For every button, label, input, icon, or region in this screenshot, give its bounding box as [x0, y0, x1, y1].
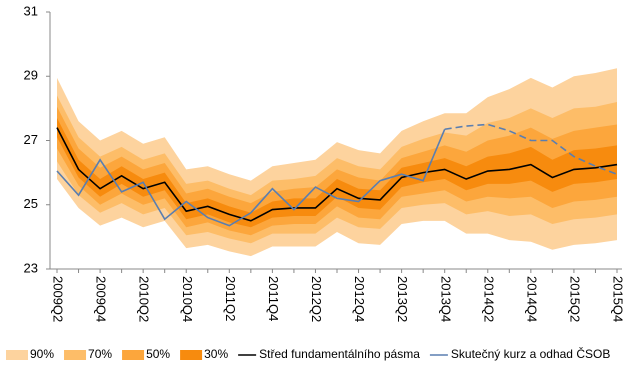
- legend-label: 50%: [146, 347, 170, 361]
- line: [56, 128, 446, 227]
- x-tick-label: 2009Q2: [51, 276, 66, 322]
- x-tick-label: 2012Q2: [309, 276, 324, 322]
- legend-swatch: [180, 350, 203, 360]
- x-tick-label: 2014Q4: [524, 276, 539, 322]
- y-tick-label: 29: [24, 68, 38, 83]
- x-tick-label: 2011Q2: [223, 276, 238, 321]
- x-tick-label: 2014Q2: [481, 276, 496, 322]
- y-tick-label: 27: [24, 132, 38, 147]
- lines: [56, 123, 618, 227]
- x-tick-label: 2010Q4: [180, 276, 195, 322]
- x-tick-label: 2013Q2: [395, 276, 410, 322]
- line: [56, 127, 618, 222]
- legend-label: Skutečný kurz a odhad ČSOB: [451, 346, 610, 361]
- fan-band: [57, 118, 617, 228]
- fan: [57, 68, 617, 257]
- x-tick-label: 2013Q4: [438, 276, 453, 322]
- axes: 23 25 27 29 31 2009Q2 2009Q4 2010Q2 2010Q4 2011Q2…: [24, 3, 626, 322]
- x-tick-label: 2015Q4: [611, 276, 626, 322]
- legend: 90% 70% 50% 30% Střed fundamentálního pásma S…: [6, 346, 610, 361]
- y-tick-label: 31: [24, 3, 38, 18]
- x-tick-label: 2011Q4: [266, 276, 281, 321]
- x-tick-label: 2012Q4: [352, 276, 367, 322]
- y-tick-label: 25: [24, 196, 38, 211]
- legend-label: Střed fundamentálního pásma: [259, 347, 420, 361]
- legend-label: 70%: [88, 347, 112, 361]
- x-tick-label: 2015Q2: [567, 276, 582, 322]
- line: [444, 123, 618, 175]
- x-tick-label: 2009Q4: [94, 276, 109, 322]
- legend-swatch: [6, 350, 28, 360]
- y-tick-label: 23: [24, 260, 38, 275]
- x-tick-label: 2010Q2: [137, 276, 152, 322]
- legend-label: 30%: [204, 347, 228, 361]
- legend-swatch: [64, 350, 87, 360]
- legend-label: 90%: [30, 347, 54, 361]
- legend-swatch: [122, 350, 145, 360]
